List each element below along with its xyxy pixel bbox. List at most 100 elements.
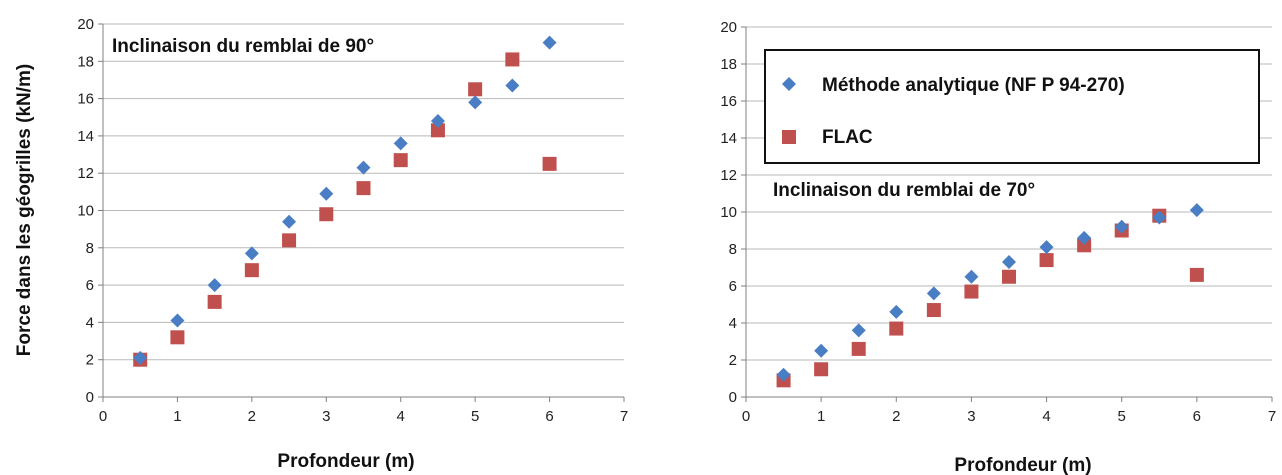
data-point-analytique — [244, 246, 259, 261]
data-point-analytique — [319, 186, 334, 201]
y-tick-label: 20 — [77, 16, 94, 33]
y-tick-label: 16 — [720, 93, 737, 110]
y-axis-label: Force dans les géogrilles (kN/m) — [14, 64, 35, 356]
x-tick-label: 1 — [817, 408, 825, 425]
data-point-flac — [282, 233, 297, 248]
x-tick-label: 4 — [397, 408, 405, 425]
data-point-analytique — [468, 95, 483, 110]
data-point-flac — [1002, 269, 1016, 284]
y-tick-label: 14 — [720, 130, 737, 147]
data-point-analytique — [393, 136, 408, 151]
y-tick-label: 8 — [86, 240, 94, 257]
data-point-flac — [1077, 238, 1092, 253]
data-point-analytique — [926, 286, 941, 301]
y-tick-label: 0 — [86, 389, 94, 406]
data-point-analytique — [1002, 254, 1016, 269]
y-tick-label: 4 — [729, 315, 737, 332]
y-tick-label: 2 — [729, 352, 737, 369]
data-point-flac — [1039, 253, 1054, 268]
y-tick-label: 8 — [729, 241, 737, 258]
x-tick-labels: 0 1 2 3 4 5 6 7 — [742, 408, 1276, 425]
data-point-flac — [319, 207, 334, 222]
data-point-analytique — [1077, 230, 1092, 245]
data-point-analytique — [133, 350, 148, 365]
x-tick-label: 0 — [99, 408, 107, 425]
data-point-analytique — [851, 323, 866, 338]
data-point-analytique — [505, 78, 520, 93]
data-point-flac — [207, 294, 222, 309]
data-point-analytique — [207, 278, 222, 293]
chart-annotation: Inclinaison du remblai de 70° — [773, 180, 1035, 201]
data-point-analytique — [1039, 240, 1054, 255]
x-tick-label: 5 — [1118, 408, 1126, 425]
x-tick-label: 5 — [471, 408, 479, 425]
data-point-analytique — [1152, 210, 1167, 225]
data-point-flac — [542, 156, 557, 171]
x-tick-label: 6 — [545, 408, 553, 425]
data-point-flac — [430, 123, 445, 138]
data-point-analytique — [964, 269, 979, 284]
y-tick-label: 20 — [720, 19, 737, 36]
x-tick-label: 6 — [1193, 408, 1201, 425]
x-tick-label: 2 — [248, 408, 256, 425]
y-tick-label: 14 — [77, 128, 94, 145]
y-tick-label: 12 — [720, 167, 737, 184]
y-tick-label: 6 — [86, 277, 94, 294]
y-tick-label: 2 — [86, 352, 94, 369]
y-tick-label: 10 — [77, 203, 94, 220]
y-tick-label: 12 — [77, 165, 94, 182]
data-point-analytique — [1189, 203, 1204, 218]
data-point-analytique — [889, 304, 904, 319]
y-tick-label: 6 — [729, 278, 737, 295]
y-tick-label: 18 — [77, 53, 94, 70]
data-point-flac — [851, 341, 866, 356]
chart-annotation: Inclinaison du remblai de 90° — [112, 36, 374, 57]
legend: Méthode analytique (NF P 94-270) FLAC — [764, 49, 1260, 164]
data-point-flac — [393, 153, 408, 168]
x-tick-label: 3 — [322, 408, 330, 425]
data-point-flac — [356, 181, 371, 196]
data-point-flac — [964, 284, 979, 299]
axes — [98, 23, 625, 402]
x-tick-label: 7 — [620, 408, 628, 425]
x-tick-label: 4 — [1042, 408, 1050, 425]
data-point-flac — [505, 52, 520, 67]
legend-box — [764, 49, 1260, 164]
x-tick-label: 1 — [173, 408, 181, 425]
y-tick-label: 4 — [86, 314, 94, 331]
data-point-flac — [889, 321, 904, 336]
data-points — [776, 203, 1204, 388]
data-point-flac — [170, 330, 185, 345]
x-tick-label: 2 — [892, 408, 900, 425]
y-tick-label: 18 — [720, 56, 737, 73]
data-point-flac — [1189, 267, 1204, 282]
x-tick-label: 7 — [1268, 408, 1276, 425]
data-points — [133, 35, 557, 367]
x-axis-label: Profondeur (m) — [954, 455, 1091, 475]
x-axis-label: Profondeur (m) — [277, 451, 414, 472]
legend-label-analytique: Méthode analytique (NF P 94-270) — [822, 75, 1125, 96]
y-tick-label: 0 — [729, 389, 737, 406]
data-point-analytique — [282, 214, 297, 229]
y-tick-label: 10 — [720, 204, 737, 221]
data-point-analytique — [814, 343, 829, 358]
data-point-analytique — [776, 367, 791, 382]
data-point-analytique — [356, 160, 371, 175]
legend-marker-square-icon — [782, 130, 796, 144]
y-tick-label: 16 — [77, 91, 94, 108]
data-point-analytique — [1114, 219, 1129, 234]
legend-label-flac: FLAC — [822, 127, 873, 148]
data-point-analytique — [170, 313, 185, 328]
axes — [741, 26, 1273, 402]
x-tick-label: 0 — [742, 408, 750, 425]
data-point-flac — [926, 303, 941, 318]
legend-marker-diamond-icon — [782, 77, 796, 91]
x-tick-labels: 0 1 2 3 4 5 6 7 — [99, 408, 628, 425]
data-point-analytique — [542, 35, 557, 50]
y-tick-labels: 0 2 4 6 8 10 12 14 16 18 20 — [720, 19, 737, 406]
data-point-flac — [814, 362, 829, 377]
data-point-flac — [468, 82, 483, 97]
